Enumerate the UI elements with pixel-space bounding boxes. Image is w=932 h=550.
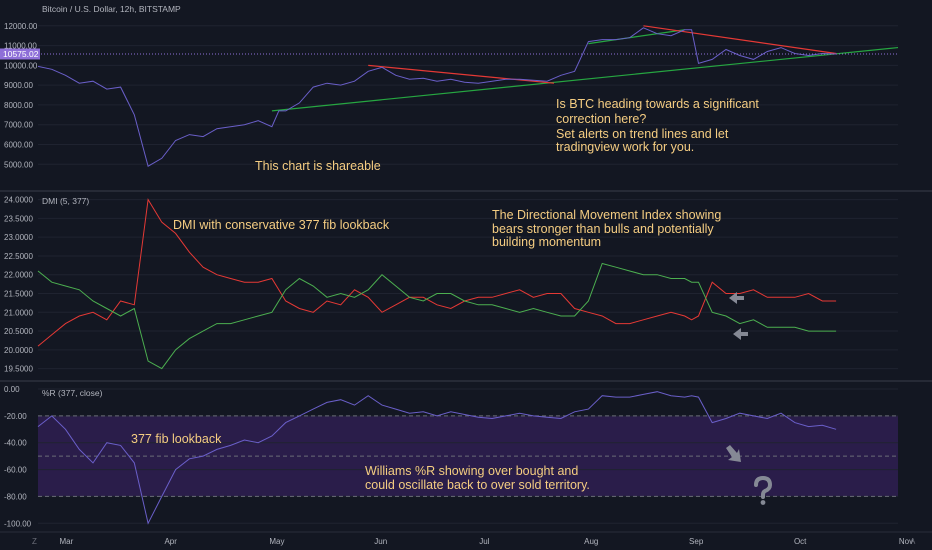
y-tick-label: -80.00 <box>4 492 27 501</box>
annotation-shareable: This chart is shareable <box>255 159 381 173</box>
price-pane[interactable]: 12000.00 11000.00 10000.00 9000.00 8000.00 70… <box>0 4 899 173</box>
y-tick-label: 7000.00 <box>4 121 33 130</box>
price-gridlines <box>38 25 898 165</box>
x-tick-label: Mar <box>60 537 74 546</box>
x-tick-label: Apr <box>164 537 177 546</box>
annotation-dmi-line-1: The Directional Movement Index showing <box>492 208 721 222</box>
green-trendline[interactable] <box>271 46 899 112</box>
arrow-left-icon <box>729 292 744 304</box>
y-tick-label: 21.5000 <box>4 290 33 299</box>
y-tick-label: 23.0000 <box>4 233 33 242</box>
x-tick-label: Sep <box>689 537 704 546</box>
price-pane-title: Bitcoin / U.S. Dollar, 12h, BITSTAMP <box>42 4 181 14</box>
wr-series-line <box>37 391 837 525</box>
y-tick-label: 22.0000 <box>4 271 33 280</box>
wr-axis-ticks: 0.00 -20.00 -40.00 -60.00 -80.00 -100.00 <box>4 385 32 528</box>
last-price-badge <box>0 48 40 60</box>
green-trendline[interactable] <box>588 29 685 45</box>
dmi-minus-di-line <box>37 198 837 347</box>
y-tick-label: 24.0000 <box>4 196 33 205</box>
x-tick-label: Oct <box>794 537 807 546</box>
y-tick-label: 5000.00 <box>4 160 33 169</box>
dmi-pane-title: DMI (5, 377) <box>42 196 89 206</box>
y-tick-label: 8000.00 <box>4 101 33 110</box>
annotation-wr-line-1: Williams %R showing over bought and <box>365 464 578 478</box>
y-tick-label: -20.00 <box>4 412 27 421</box>
y-tick-label: 0.00 <box>4 385 20 394</box>
x-tick-label: Aug <box>584 537 598 546</box>
wr-annotations: 377 fib lookback Williams %R showing ove… <box>131 432 590 492</box>
dmi-pane[interactable]: 24.0000 23.5000 23.0000 22.5000 22.0000 21.50… <box>4 196 898 374</box>
price-axis-ticks: 12000.00 11000.00 10000.00 9000.00 8000.00 70… <box>4 22 38 169</box>
wr-pane-title: %R (377, close) <box>42 388 103 398</box>
arrow-left-icon <box>733 328 748 340</box>
x-tick-label: Jul <box>479 537 489 546</box>
y-tick-label: 20.5000 <box>4 327 33 336</box>
x-tick-label: May <box>269 537 284 546</box>
annotation-btc-line-3: Set alerts on trend lines and let <box>556 127 729 141</box>
price-annotations: Is BTC heading towards a significant cor… <box>255 97 759 173</box>
y-tick-label: 19.5000 <box>4 365 33 374</box>
y-tick-label: 22.5000 <box>4 252 33 261</box>
y-tick-label: 10000.00 <box>4 61 38 70</box>
dmi-annotations: DMI with conservative 377 fib lookback T… <box>173 208 721 249</box>
y-tick-label: -60.00 <box>4 466 27 475</box>
y-tick-label: 21.0000 <box>4 308 33 317</box>
y-tick-label: 9000.00 <box>4 81 33 90</box>
y-tick-label: 11000.00 <box>4 42 37 51</box>
red-trendline[interactable] <box>643 25 837 55</box>
y-tick-label: -40.00 <box>4 439 27 448</box>
dmi-axis-ticks: 24.0000 23.5000 23.0000 22.5000 22.0000 21.50… <box>4 196 33 374</box>
annotation-btc-line-1: Is BTC heading towards a significant <box>556 97 759 111</box>
annotation-dmi-lookback: DMI with conservative 377 fib lookback <box>173 218 390 232</box>
time-axis[interactable]: MarAprMayJunJulAugSepOctNovDec <box>60 537 932 546</box>
arrow-down-right-icon <box>726 445 741 462</box>
wr-pane[interactable]: 0.00 -20.00 -40.00 -60.00 -80.00 -100.00 %R (… <box>4 385 898 528</box>
timezone-icon[interactable]: Z <box>32 537 37 546</box>
dmi-gridlines <box>38 199 898 370</box>
y-tick-label: 12000.00 <box>4 22 38 31</box>
trendlines[interactable] <box>271 25 899 112</box>
annotation-dmi-line-2: bears stronger than bulls and potentiall… <box>492 222 714 236</box>
y-tick-label: -100.00 <box>4 519 32 528</box>
dmi-plus-di-line <box>37 262 837 370</box>
auto-scale-icon[interactable]: A <box>910 537 916 546</box>
annotation-wr-lookback: 377 fib lookback <box>131 432 222 446</box>
question-mark-icon <box>754 475 773 505</box>
y-tick-label: 20.0000 <box>4 346 33 355</box>
annotation-dmi-line-3: building momentum <box>492 235 601 249</box>
red-trendline[interactable] <box>368 64 555 84</box>
annotation-wr-line-2: could oscillate back to over sold territ… <box>365 478 590 492</box>
price-series-line <box>37 27 837 167</box>
x-tick-label: Nov <box>899 537 913 546</box>
annotation-btc-line-2: correction here? <box>556 112 646 126</box>
y-tick-label: 6000.00 <box>4 140 33 149</box>
annotation-btc-line-4: tradingview work for you. <box>556 140 694 154</box>
x-tick-label: Jun <box>374 537 387 546</box>
y-tick-label: 23.5000 <box>4 214 33 223</box>
last-price-label: 10575.02 <box>3 49 39 59</box>
